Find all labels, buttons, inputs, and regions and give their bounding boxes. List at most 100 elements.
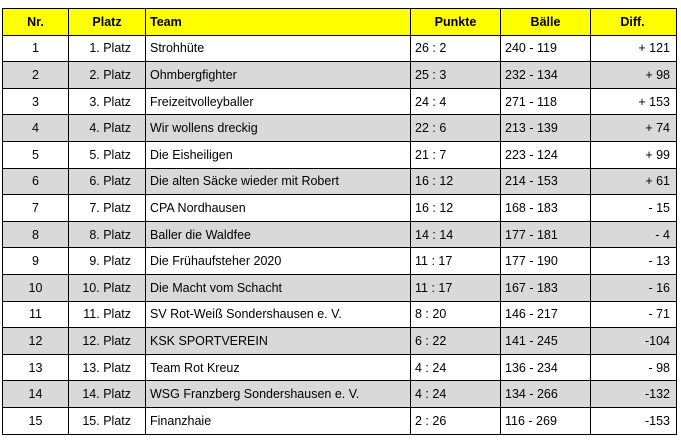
header-team: Team xyxy=(145,8,411,36)
cell-punkte: 24 : 4 xyxy=(410,87,501,116)
cell-punkte: 4 : 24 xyxy=(410,380,501,408)
header-punkte: Punkte xyxy=(410,8,501,36)
table-row: 11 11. Platz SV Rot-Weiß Sondershausen e. … xyxy=(2,300,677,329)
cell-diff: + 99 xyxy=(590,140,677,169)
table-row: 4 4. Platz Wir wollens dreckig 22 : 6 213 - … xyxy=(2,114,677,142)
cell-nr: 12 xyxy=(2,327,69,355)
cell-punkte: 4 : 24 xyxy=(410,353,501,382)
cell-platz: 6. Platz xyxy=(68,167,146,196)
cell-team: Die Eisheiligen xyxy=(145,140,411,169)
table-row: 3 3. Platz Freizeitvolleyballer 24 : 4 271 -… xyxy=(2,87,677,116)
cell-diff: + 153 xyxy=(590,87,677,116)
cell-nr: 11 xyxy=(2,300,69,329)
cell-punkte: 14 : 14 xyxy=(410,220,501,249)
cell-platz: 7. Platz xyxy=(68,194,146,222)
cell-nr: 6 xyxy=(2,167,69,196)
cell-baelle: 116 - 269 xyxy=(500,406,591,435)
cell-diff: -104 xyxy=(590,327,677,355)
cell-team: CPA Nordhausen xyxy=(145,194,411,222)
cell-nr: 4 xyxy=(2,114,69,142)
standings-table: Nr. Platz Team Punkte Bälle Diff. 1 1. Pl… xyxy=(2,8,677,435)
cell-team: SV Rot-Weiß Sondershausen e. V. xyxy=(145,300,411,329)
cell-nr: 14 xyxy=(2,380,69,408)
cell-team: Die Frühaufsteher 2020 xyxy=(145,247,411,275)
cell-diff: + 74 xyxy=(590,114,677,142)
cell-diff: - 16 xyxy=(590,273,677,302)
cell-baelle: 134 - 266 xyxy=(500,380,591,408)
table-row: 15 15. Platz Finanzhaie 2 : 26 116 - 269 -153 xyxy=(2,406,677,435)
table-row: 2 2. Platz Ohmbergfighter 25 : 3 232 - 134 + … xyxy=(2,61,677,89)
cell-punkte: 11 : 17 xyxy=(410,273,501,302)
cell-team: Die Macht vom Schacht xyxy=(145,273,411,302)
cell-team: Team Rot Kreuz xyxy=(145,353,411,382)
cell-punkte: 2 : 26 xyxy=(410,406,501,435)
cell-baelle: 271 - 118 xyxy=(500,87,591,116)
cell-team: Die alten Säcke wieder mit Robert xyxy=(145,167,411,196)
cell-team: Freizeitvolleyballer xyxy=(145,87,411,116)
table-row: 9 9. Platz Die Frühaufsteher 2020 11 : 17 17… xyxy=(2,247,677,275)
table-row: 14 14. Platz WSG Franzberg Sondershausen e… xyxy=(2,380,677,408)
cell-platz: 15. Platz xyxy=(68,406,146,435)
cell-nr: 3 xyxy=(2,87,69,116)
cell-diff: + 61 xyxy=(590,167,677,196)
cell-platz: 2. Platz xyxy=(68,61,146,89)
cell-platz: 3. Platz xyxy=(68,87,146,116)
table-row: 13 13. Platz Team Rot Kreuz 4 : 24 136 - 234… xyxy=(2,353,677,382)
cell-team: Baller die Waldfee xyxy=(145,220,411,249)
cell-baelle: 240 - 119 xyxy=(500,34,591,63)
cell-nr: 15 xyxy=(2,406,69,435)
cell-baelle: 168 - 183 xyxy=(500,194,591,222)
cell-diff: -132 xyxy=(590,380,677,408)
cell-team: KSK SPORTVEREIN xyxy=(145,327,411,355)
cell-baelle: 232 - 134 xyxy=(500,61,591,89)
cell-team: Strohhüte xyxy=(145,34,411,63)
cell-baelle: 177 - 181 xyxy=(500,220,591,249)
table-row: 10 10. Platz Die Macht vom Schacht 11 : 17 1… xyxy=(2,273,677,302)
table-row: 6 6. Platz Die alten Säcke wieder mit Robe… xyxy=(2,167,677,196)
cell-platz: 9. Platz xyxy=(68,247,146,275)
cell-platz: 12. Platz xyxy=(68,327,146,355)
header-platz: Platz xyxy=(68,8,146,36)
cell-diff: + 98 xyxy=(590,61,677,89)
cell-platz: 4. Platz xyxy=(68,114,146,142)
cell-baelle: 177 - 190 xyxy=(500,247,591,275)
cell-nr: 7 xyxy=(2,194,69,222)
cell-baelle: 167 - 183 xyxy=(500,273,591,302)
cell-nr: 8 xyxy=(2,220,69,249)
cell-team: WSG Franzberg Sondershausen e. V. xyxy=(145,380,411,408)
cell-platz: 8. Platz xyxy=(68,220,146,249)
header-nr: Nr. xyxy=(2,8,69,36)
cell-punkte: 16 : 12 xyxy=(410,194,501,222)
cell-punkte: 16 : 12 xyxy=(410,167,501,196)
cell-baelle: 136 - 234 xyxy=(500,353,591,382)
cell-punkte: 25 : 3 xyxy=(410,61,501,89)
cell-diff: + 121 xyxy=(590,34,677,63)
cell-baelle: 213 - 139 xyxy=(500,114,591,142)
cell-punkte: 6 : 22 xyxy=(410,327,501,355)
cell-platz: 10. Platz xyxy=(68,273,146,302)
header-baelle: Bälle xyxy=(500,8,591,36)
cell-nr: 10 xyxy=(2,273,69,302)
cell-nr: 2 xyxy=(2,61,69,89)
table-row: 5 5. Platz Die Eisheiligen 21 : 7 223 - 124 +… xyxy=(2,140,677,169)
table-row: 12 12. Platz KSK SPORTVEREIN 6 : 22 141 - 24… xyxy=(2,327,677,355)
cell-punkte: 8 : 20 xyxy=(410,300,501,329)
cell-nr: 5 xyxy=(2,140,69,169)
cell-diff: - 98 xyxy=(590,353,677,382)
cell-baelle: 146 - 217 xyxy=(500,300,591,329)
cell-diff: - 13 xyxy=(590,247,677,275)
cell-platz: 13. Platz xyxy=(68,353,146,382)
table-row: 1 1. Platz Strohhüte 26 : 2 240 - 119 + 121 xyxy=(2,34,677,63)
table-row: 8 8. Platz Baller die Waldfee 14 : 14 177 - … xyxy=(2,220,677,249)
cell-punkte: 21 : 7 xyxy=(410,140,501,169)
cell-team: Finanzhaie xyxy=(145,406,411,435)
cell-baelle: 141 - 245 xyxy=(500,327,591,355)
cell-baelle: 214 - 153 xyxy=(500,167,591,196)
cell-punkte: 11 : 17 xyxy=(410,247,501,275)
cell-diff: - 15 xyxy=(590,194,677,222)
table-row: 7 7. Platz CPA Nordhausen 16 : 12 168 - 183-… xyxy=(2,194,677,222)
table-header-row: Nr. Platz Team Punkte Bälle Diff. xyxy=(2,8,677,36)
cell-diff: - 4 xyxy=(590,220,677,249)
standings-table-container: Nr. Platz Team Punkte Bälle Diff. 1 1. Pl… xyxy=(2,8,677,435)
cell-punkte: 22 : 6 xyxy=(410,114,501,142)
